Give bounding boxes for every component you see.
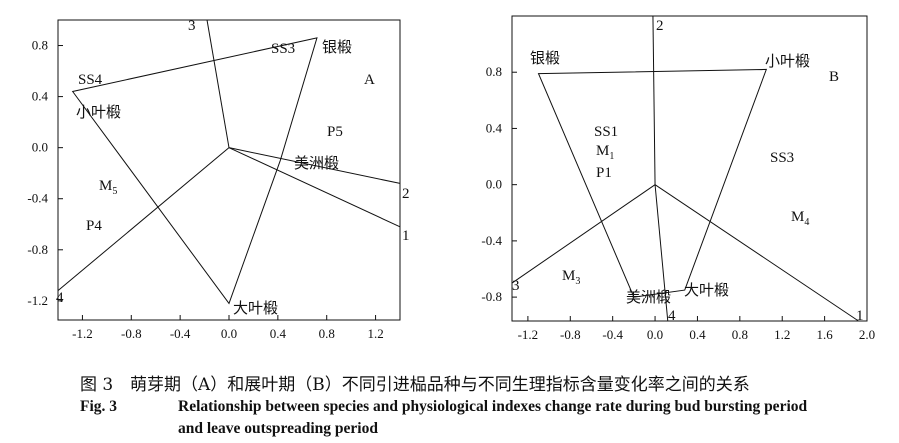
species-xiao-label: 小叶椴 (765, 53, 810, 70)
species-da-label: 大叶椴 (233, 300, 278, 317)
caption-english: Fig. 3 Relationship between species and p… (80, 396, 880, 440)
x-tick-label: -1.2 (72, 326, 93, 341)
vector-4-label: 4 (668, 308, 676, 324)
vector-line-2 (228, 147, 401, 184)
x-tick-label: 0.4 (689, 327, 706, 342)
y-tick-label: 0.8 (32, 38, 48, 53)
x-tick-label: 0.8 (319, 326, 335, 341)
panel-a-lines (57, 19, 401, 305)
panel-b-labels: B SS1 M1 P1 SS3 M4 M3 银椴 小叶椴 美洲椴 大叶椴 1 2… (512, 18, 864, 324)
vector-4-label: 4 (56, 290, 64, 306)
y-tick-label: 0.0 (486, 177, 502, 192)
caption-chinese: 图 3 萌芽期（A）和展叶期（B）不同引进榀品种与不同生理指标含量变化率之间的关系 (80, 370, 750, 395)
vector-line-4 (57, 147, 230, 292)
panel-b-letter: B (829, 69, 839, 85)
vector-3-label: 3 (512, 278, 520, 294)
caption-cn-number: 图 3 (80, 375, 114, 395)
caption-en-line1: Relationship between species and physiol… (178, 398, 808, 415)
vector-line-2 (652, 15, 656, 185)
vector-1-label: 1 (402, 228, 410, 244)
x-tick-label: 0.8 (732, 327, 748, 342)
annot-m1: M1 (596, 143, 614, 162)
y-tick-label: -0.8 (27, 242, 48, 257)
panel-a: -1.2 -0.8 -0.4 0.0 0.4 0.8 1.2 0.8 0.4 0.0 -0.4 -0.… (27, 18, 409, 341)
panel-b: -1.2 -0.8 -0.4 0.0 0.4 0.8 1.2 1.6 2.0 0.8 0.4 0.0 -… (481, 15, 875, 342)
panel-a-frame (57, 19, 401, 321)
y-tick-label: 0.0 (32, 140, 48, 155)
annot-m5: M5 (99, 178, 117, 197)
vector-1-label: 1 (856, 308, 864, 324)
panel-b-ticks: -1.2 -0.8 -0.4 0.0 0.4 0.8 1.2 1.6 2.0 0.8 0.4 0.0 -… (481, 64, 875, 342)
panel-a-letter: A (364, 72, 375, 88)
species-mei-label: 美洲椴 (626, 289, 671, 306)
x-tick-label: 2.0 (859, 327, 875, 342)
y-tick-label: -0.8 (481, 289, 502, 304)
y-tick-label: -0.4 (481, 233, 502, 248)
vector-line-3 (206, 19, 230, 148)
annot-m1-sub: 1 (609, 151, 614, 162)
panel-b-lines (511, 15, 859, 322)
panel-a-labels: A SS3 SS4 P5 M5 P4 银椴 小叶椴 美洲椴 大叶椴 1 2 3 … (56, 18, 410, 317)
x-tick-label: 0.0 (647, 327, 663, 342)
annot-ss4: SS4 (78, 72, 103, 88)
annot-p4: P4 (86, 218, 102, 234)
caption-cn-text: 萌芽期（A）和展叶期（B）不同引进榀品种与不同生理指标含量变化率之间的关系 (130, 375, 750, 395)
vector-3-label: 3 (188, 18, 196, 34)
y-tick-label: 0.4 (32, 89, 49, 104)
x-tick-label: -0.4 (602, 327, 623, 342)
annot-p1: P1 (596, 165, 612, 181)
vector-2-label: 2 (402, 186, 410, 202)
species-yin-label: 银椴 (322, 39, 352, 56)
x-tick-label: -0.8 (121, 326, 142, 341)
y-tick-label: 0.4 (486, 120, 503, 135)
x-tick-label: -0.4 (170, 326, 191, 341)
caption-en-number: Fig. 3 (80, 398, 118, 415)
annot-ss3: SS3 (770, 150, 794, 166)
annot-m3: M3 (562, 268, 580, 287)
species-polygon (71, 37, 318, 305)
x-tick-label: 0.4 (270, 326, 287, 341)
annot-m5-sub: 5 (112, 186, 117, 197)
vector-line-1 (654, 184, 859, 322)
caption-en-line2: and leave outspreading period (178, 420, 378, 437)
x-tick-label: -0.8 (560, 327, 581, 342)
x-tick-label: 1.2 (367, 326, 383, 341)
x-tick-label: 0.0 (221, 326, 237, 341)
x-tick-label: 1.6 (816, 327, 833, 342)
annot-ss3: SS3 (271, 41, 295, 57)
species-yin-label: 银椴 (530, 50, 560, 67)
y-tick-label: 0.8 (486, 64, 502, 79)
x-tick-label: 1.2 (774, 327, 790, 342)
annot-m4-sub: 4 (804, 217, 809, 228)
annot-p5: P5 (327, 124, 343, 140)
annot-m4: M4 (791, 209, 809, 228)
vector-2-label: 2 (656, 18, 664, 34)
vector-line-1 (228, 147, 401, 228)
y-tick-label: -1.2 (27, 293, 48, 308)
panel-a-ticks: -1.2 -0.8 -0.4 0.0 0.4 0.8 1.2 0.8 0.4 0.0 -0.4 -0.… (27, 38, 383, 341)
species-polygon (537, 68, 768, 298)
vector-line-4 (654, 184, 669, 322)
species-da-label: 大叶椴 (684, 282, 729, 299)
panel-b-frame (511, 15, 868, 322)
y-tick-label: -0.4 (27, 191, 48, 206)
vector-line-3 (511, 184, 656, 284)
species-mei-label: 美洲椴 (294, 155, 339, 172)
annot-m3-sub: 3 (575, 276, 580, 287)
annot-ss1: SS1 (594, 124, 618, 140)
x-tick-label: -1.2 (518, 327, 539, 342)
species-xiao-label: 小叶椴 (76, 104, 121, 121)
